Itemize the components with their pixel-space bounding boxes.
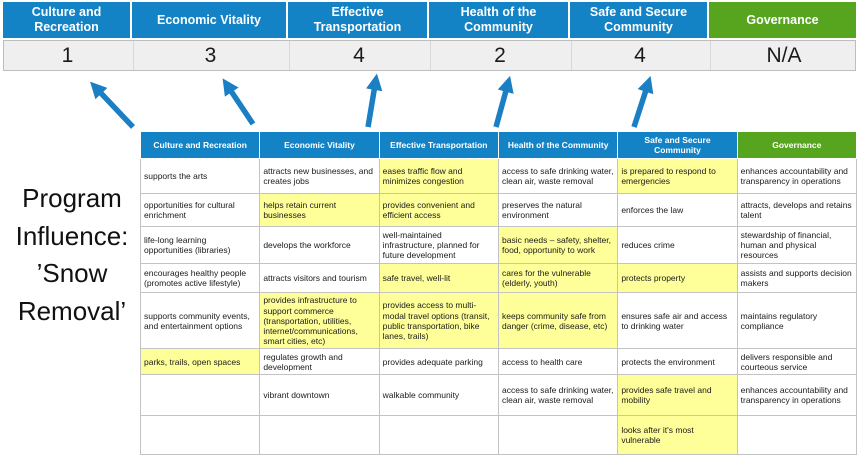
table-cell: eases traffic flow and minimizes congest… [378,158,499,195]
table-cell [378,415,499,456]
table-cell [139,415,261,456]
banner-cell-safe-secure: Safe and Secure Community [570,2,707,38]
table-row: supports the arts attracts new businesses… [139,158,858,195]
score-governance: N/A [710,41,857,70]
table-cell: attracts, develops and retains talent [736,193,858,228]
table-cell [497,415,619,456]
score-row: 1 3 4 2 4 N/A [3,40,856,71]
table-header-row: Culture and Recreation Economic Vitality E… [139,130,858,160]
table-header-3: Health of the Community [497,130,619,160]
table-row: opportunities for cultural enrichment hel… [139,193,858,228]
table-cell: ensures safe air and access to drinking … [617,292,738,350]
table-cell: regulates growth and development [259,348,380,376]
table-cell: stewardship of financial, human and phys… [736,226,858,265]
table-cell: provides infrastructure to support comme… [259,292,380,350]
table-cell: enforces the law [617,193,738,228]
table-header-0: Culture and Recreation [139,130,261,160]
table-cell: assists and supports decision makers [736,263,858,294]
table-row: parks, trails, open spaces regulates grow… [139,348,858,376]
table-cell: provides access to multi-modal travel op… [378,292,499,350]
table-cell: well-maintained infrastructure, planned … [378,226,499,265]
table-cell: preserves the natural environment [497,193,619,228]
table-cell: develops the workforce [259,226,380,265]
table-row: vibrant downtown walkable community access… [139,374,858,417]
table-cell: life-long learning opportunities (librar… [139,226,261,265]
table-cell: delivers responsible and courteous servi… [736,348,858,376]
banner-cell-economic-vitality: Economic Vitality [132,2,286,38]
table-header-1: Economic Vitality [259,130,380,160]
table-cell: maintains regulatory compliance [736,292,858,350]
banner-cell-culture-recreation: Culture and Recreation [3,2,130,38]
table-cell: reduces crime [617,226,738,265]
table-cell [259,415,380,456]
priority-banner: Culture and Recreation Economic Vitality… [3,2,856,38]
table-row: life-long learning opportunities (librar… [139,226,858,265]
table-cell: parks, trails, open spaces [139,348,261,376]
table-cell: protects property [617,263,738,294]
table-cell: safe travel, well-lit [378,263,499,294]
table-cell: provides adequate parking [378,348,499,376]
table-cell: keeps community safe from danger (crime,… [497,292,619,350]
up-arrow-icon [631,76,654,128]
table-header-5: Governance [736,130,858,160]
table-cell: basic needs – safety, shelter, food, opp… [497,226,619,265]
up-arrow-icon [90,81,135,129]
table-cell: attracts new businesses, and creates job… [259,158,380,195]
table-cell: encourages healthy people (promotes acti… [139,263,261,294]
score-economic-vitality: 3 [133,41,287,70]
table-cell: opportunities for cultural enrichment [139,193,261,228]
table-cell: looks after it's most vulnerable [617,415,738,456]
table-row: supports community events, and entertain… [139,292,858,350]
table-cell: provides safe travel and mobility [617,374,738,417]
table-row: encourages healthy people (promotes acti… [139,263,858,294]
table-cell: enhances accountability and transparency… [736,158,858,195]
table-cell: vibrant downtown [259,374,380,417]
table-cell: access to health care [497,348,619,376]
program-title: Program Influence: ’Snow Removal’ [15,183,129,327]
table-cell: access to safe drinking water, clean air… [497,374,619,417]
table-cell: protects the environment [617,348,738,376]
score-health: 2 [430,41,569,70]
score-safe-secure: 4 [571,41,708,70]
table-cell: supports the arts [139,158,261,195]
table-cell: enhances accountability and transparency… [736,374,858,417]
table-cell: is prepared to respond to emergencies [617,158,738,195]
table-cell [736,415,858,456]
table-cell: access to safe drinking water, clean air… [497,158,619,195]
table-cell [139,374,261,417]
table-cell: walkable community [378,374,499,417]
up-arrow-icon [493,75,514,128]
influence-table: Culture and Recreation Economic Vitality E… [139,130,858,456]
table-cell: provides convenient and efficient access [378,193,499,228]
table-header-2: Effective Transportation [378,130,499,160]
table-header-4: Safe and Secure Community [617,130,738,160]
score-culture-recreation: 1 [61,43,74,67]
score-transportation: 4 [289,41,428,70]
banner-cell-transportation: Effective Transportation [288,2,427,38]
up-arrow-icon [365,73,383,128]
table-cell: cares for the vulnerable (elderly, youth… [497,263,619,294]
table-cell: helps retain current businesses [259,193,380,228]
arrows-layer [90,73,654,129]
up-arrow-icon [222,78,256,126]
banner-cell-governance: Governance [709,2,856,38]
table-cell: supports community events, and entertain… [139,292,261,350]
table-cell: attracts visitors and tourism [259,263,380,294]
table-row: looks after it's most vulnerable [139,415,858,456]
banner-cell-health: Health of the Community [429,2,568,38]
